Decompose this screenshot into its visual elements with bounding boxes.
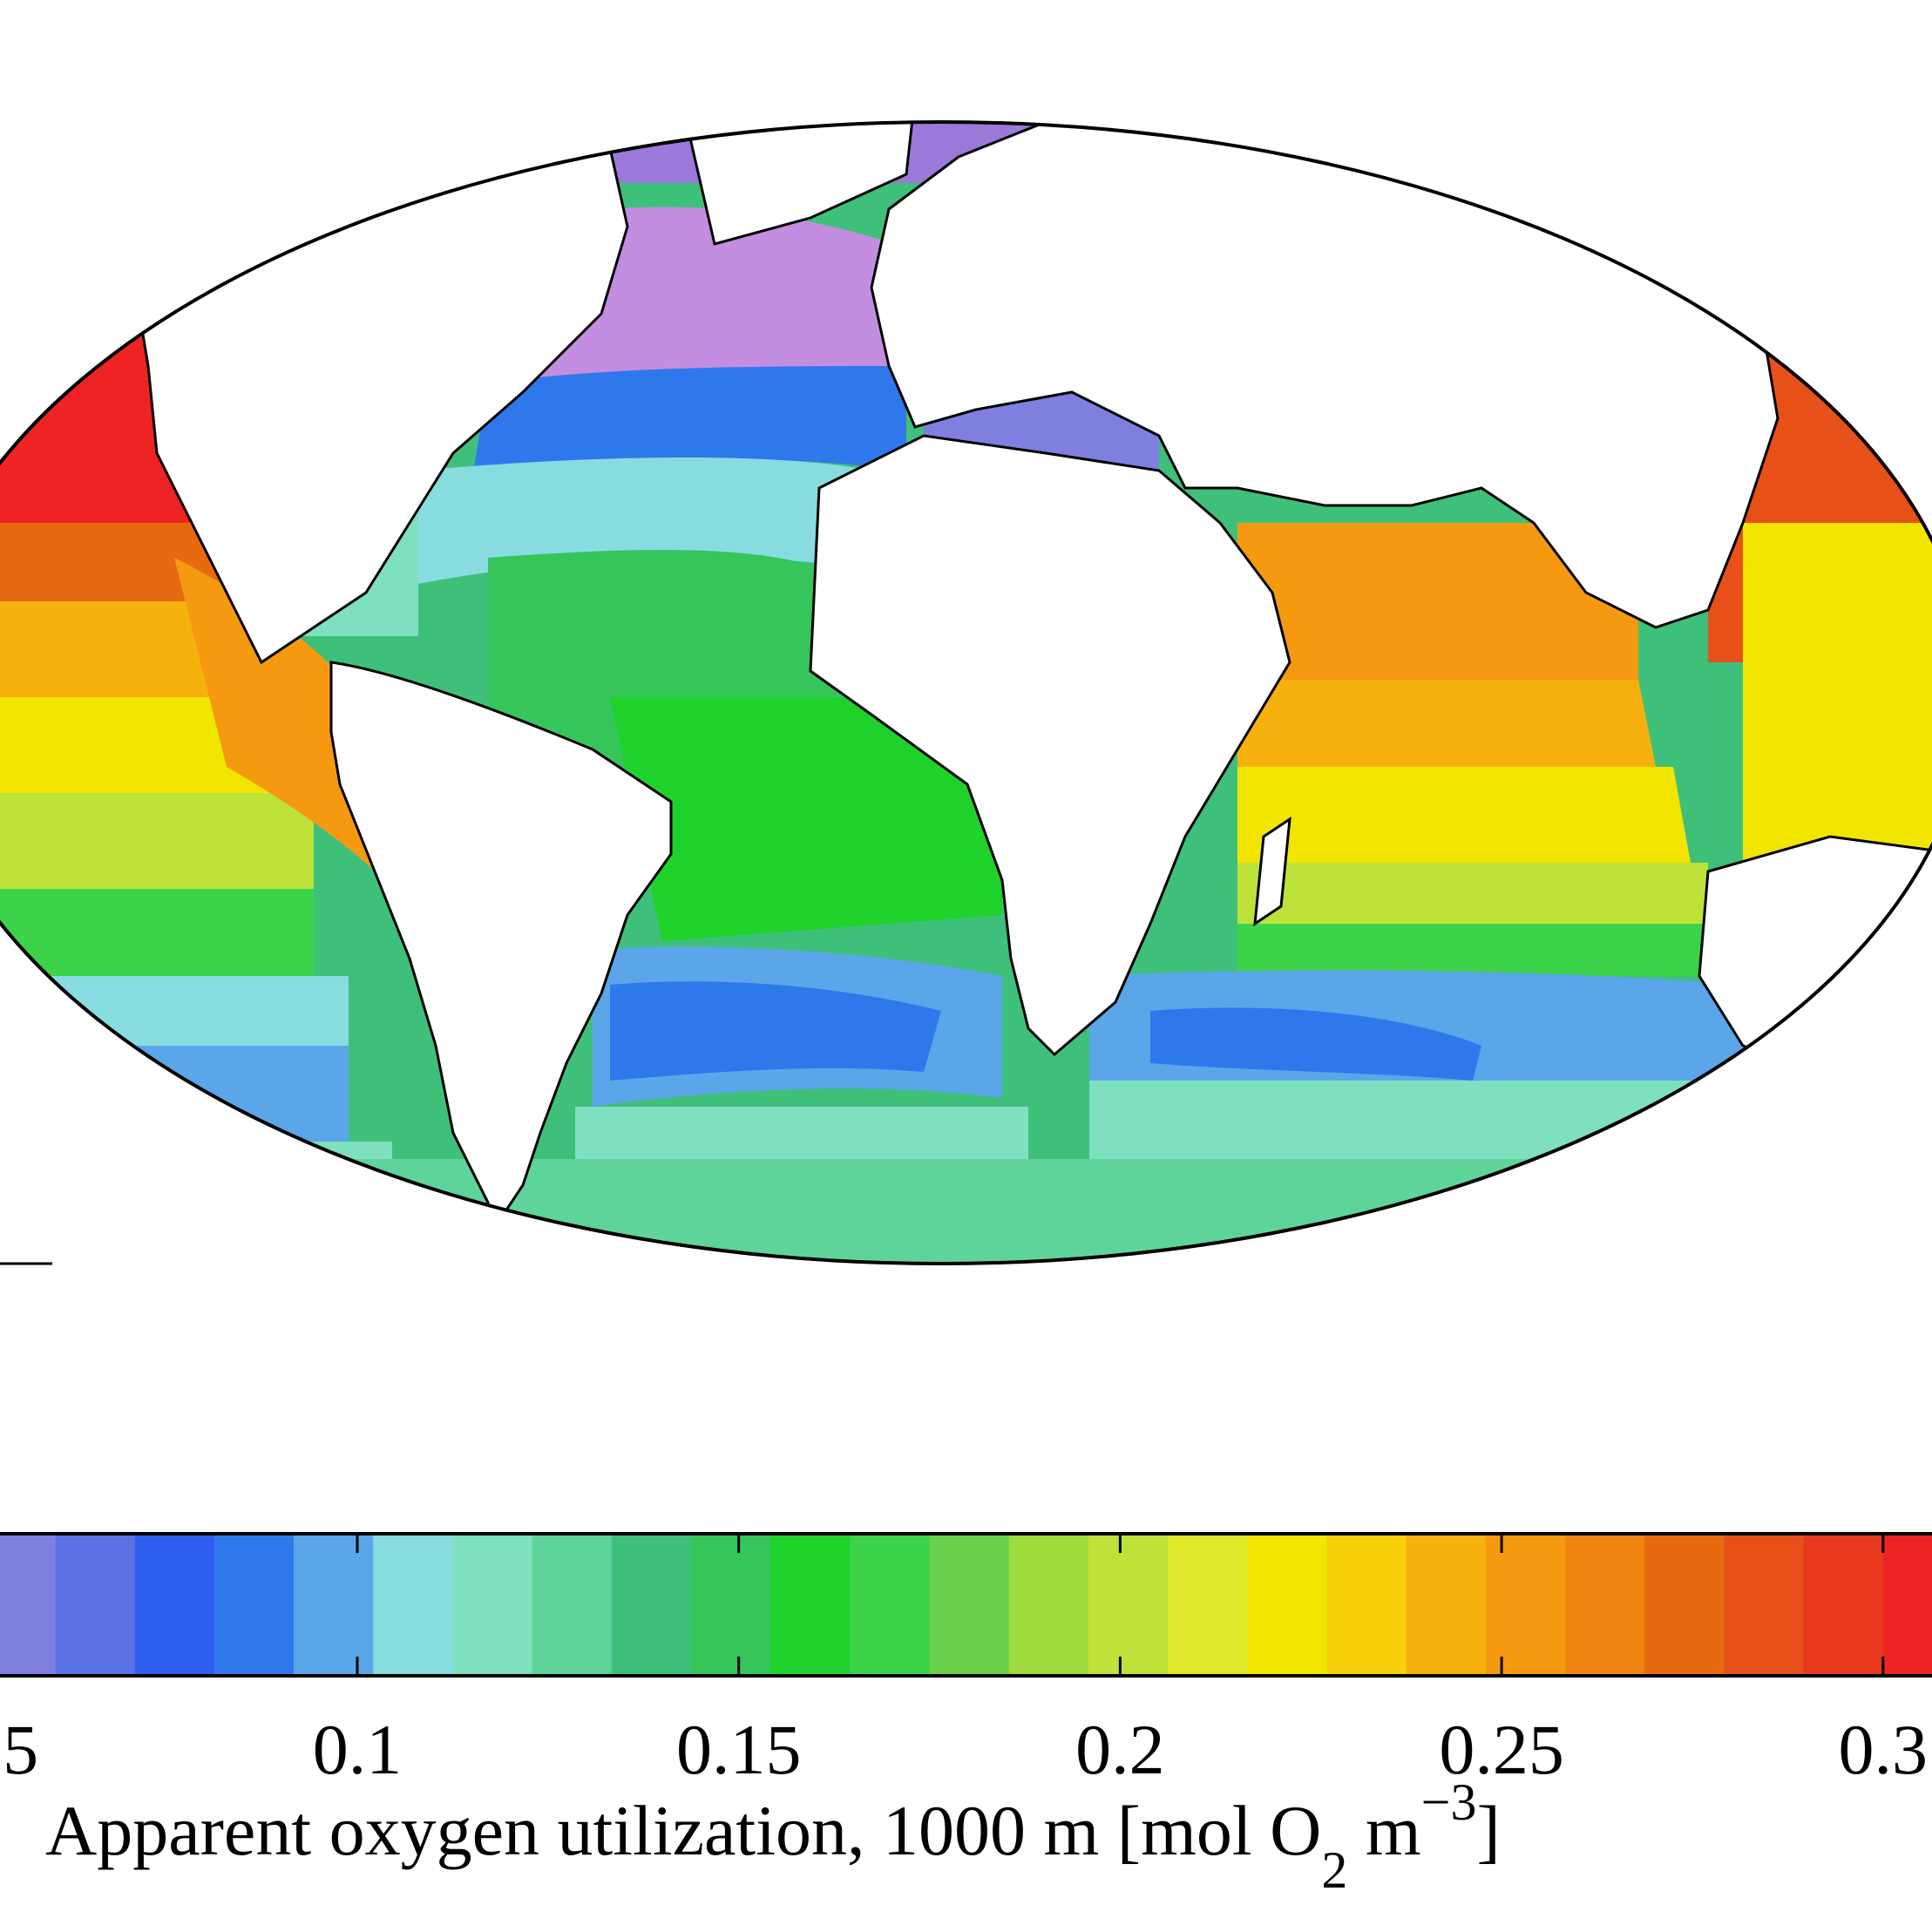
land-africa xyxy=(809,434,1291,1057)
globe-outline xyxy=(0,120,1932,1265)
colorbar-bin xyxy=(373,1534,454,1676)
colorbar-bin xyxy=(1326,1534,1407,1676)
colorbar-bin xyxy=(1168,1534,1249,1676)
colorbar-tick-label: 0.15 xyxy=(676,1710,802,1789)
colorbar-bin xyxy=(134,1534,215,1676)
land-south-america xyxy=(329,661,673,1242)
colorbar-ticks xyxy=(356,1534,1885,1676)
colorbar-tick-label: 0.1 xyxy=(313,1710,403,1789)
colorbar-bin xyxy=(690,1534,771,1676)
region-southern-ocean xyxy=(0,1159,1932,1264)
colorbar-title: Apparent oxygen utilization, 1000 m [mol… xyxy=(45,1773,1501,1899)
colorbar-bin xyxy=(1803,1534,1884,1676)
colorbar-bin xyxy=(294,1534,375,1676)
colorbar-bin xyxy=(1008,1534,1089,1676)
colorbar-tick-label: 0.3 xyxy=(1839,1710,1929,1789)
colorbar-bin xyxy=(55,1534,136,1676)
colorbar-bin xyxy=(611,1534,692,1676)
colorbar-bin xyxy=(1644,1534,1725,1676)
colorbar-bin xyxy=(1565,1534,1646,1676)
colorbar-bin xyxy=(1406,1534,1487,1676)
colorbar-bin xyxy=(929,1534,1010,1676)
colorbar-bin xyxy=(1485,1534,1566,1676)
colorbar-tick-label: 0.2 xyxy=(1075,1710,1165,1789)
land-madagascar xyxy=(1253,816,1291,927)
colorbar-tick-label: 0.25 xyxy=(1439,1710,1564,1789)
colorbar-bin xyxy=(1882,1534,1932,1676)
colorbar-bin xyxy=(0,1534,57,1676)
colorbar-tick-labels: 0.05 0.1 0.15 0.2 0.25 0.3 xyxy=(0,1710,1928,1789)
colorbar-bin xyxy=(214,1534,295,1676)
colorbar-bin xyxy=(452,1534,533,1676)
colorbar-bin xyxy=(1247,1534,1328,1676)
colorbar-bin xyxy=(770,1534,851,1676)
colorbar-tick-label: 0.05 xyxy=(0,1710,38,1789)
colorbar-frame xyxy=(0,1532,1932,1678)
land-antarctica xyxy=(349,1272,1551,1429)
colorbar-bin xyxy=(850,1534,931,1676)
colorbar-bin xyxy=(1724,1534,1805,1676)
colorbar-bin xyxy=(532,1534,613,1676)
colorbar xyxy=(0,1534,1932,1676)
colorbar-bin xyxy=(1088,1534,1169,1676)
